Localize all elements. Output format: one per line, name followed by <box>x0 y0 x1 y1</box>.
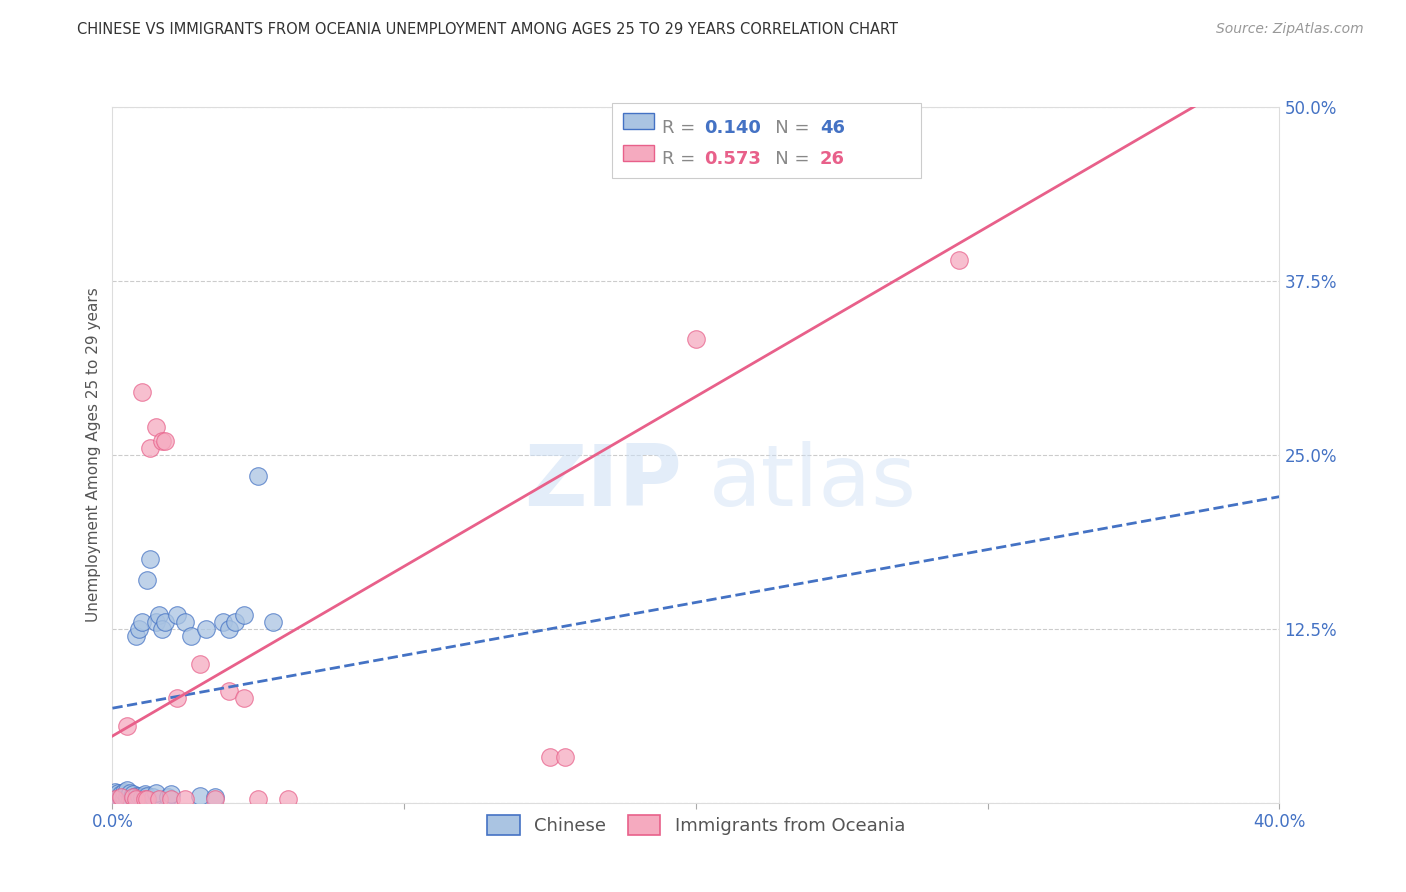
Point <box>204 791 226 805</box>
Point <box>160 788 183 802</box>
Point <box>122 788 145 802</box>
Point <box>204 790 226 805</box>
Point <box>115 783 138 797</box>
Point <box>107 790 129 805</box>
Point <box>134 789 156 803</box>
Point <box>136 791 159 805</box>
Point <box>131 615 153 629</box>
Point <box>538 750 561 764</box>
Point <box>174 791 197 805</box>
Text: 46: 46 <box>820 119 845 136</box>
Point <box>110 791 132 805</box>
Point <box>118 791 141 805</box>
Point <box>232 691 254 706</box>
Point <box>218 622 240 636</box>
Point <box>125 629 148 643</box>
Text: Source: ZipAtlas.com: Source: ZipAtlas.com <box>1216 22 1364 37</box>
Point <box>139 441 162 455</box>
Point <box>112 790 135 805</box>
Point <box>142 790 165 805</box>
Point <box>247 791 270 805</box>
Point <box>115 789 138 803</box>
Point <box>125 791 148 805</box>
Point <box>145 786 167 800</box>
Point <box>554 750 576 764</box>
Point <box>131 790 153 805</box>
Text: atlas: atlas <box>709 442 917 524</box>
Text: R =: R = <box>662 150 702 168</box>
Point <box>685 333 707 347</box>
Point <box>115 719 138 733</box>
Point <box>110 788 132 802</box>
Point <box>224 615 246 629</box>
Point <box>125 789 148 803</box>
Point <box>218 684 240 698</box>
Point <box>232 607 254 622</box>
Point <box>276 791 298 805</box>
Point <box>104 789 127 803</box>
Point <box>188 657 211 671</box>
Point <box>115 793 138 807</box>
Text: R =: R = <box>662 119 702 136</box>
Text: CHINESE VS IMMIGRANTS FROM OCEANIA UNEMPLOYMENT AMONG AGES 25 TO 29 YEARS CORREL: CHINESE VS IMMIGRANTS FROM OCEANIA UNEMP… <box>77 22 898 37</box>
Point <box>128 789 150 803</box>
Text: 26: 26 <box>820 150 845 168</box>
Point <box>166 691 188 706</box>
Point <box>174 615 197 629</box>
Point <box>118 786 141 800</box>
Point <box>160 791 183 805</box>
Point <box>104 791 127 805</box>
Text: ZIP: ZIP <box>524 442 682 524</box>
Point <box>131 385 153 400</box>
Text: 0.140: 0.140 <box>704 119 761 136</box>
Point <box>148 791 170 805</box>
Point <box>153 434 176 448</box>
Point <box>247 468 270 483</box>
Point <box>145 420 167 434</box>
Point <box>188 789 211 803</box>
Point <box>107 786 129 800</box>
Text: 0.573: 0.573 <box>704 150 761 168</box>
Point <box>150 622 173 636</box>
Y-axis label: Unemployment Among Ages 25 to 29 years: Unemployment Among Ages 25 to 29 years <box>86 287 101 623</box>
Point <box>156 790 179 805</box>
Point <box>150 434 173 448</box>
Text: N =: N = <box>758 119 815 136</box>
Point <box>136 573 159 587</box>
Point <box>134 788 156 802</box>
Point <box>110 790 132 805</box>
Point <box>145 615 167 629</box>
Point <box>166 607 188 622</box>
Point <box>948 253 970 268</box>
Point <box>136 789 159 803</box>
Text: N =: N = <box>758 150 815 168</box>
Point <box>194 622 217 636</box>
Point <box>112 785 135 799</box>
Legend: Chinese, Immigrants from Oceania: Chinese, Immigrants from Oceania <box>479 808 912 842</box>
Point <box>180 629 202 643</box>
Point <box>104 785 127 799</box>
Point <box>139 552 162 566</box>
Point <box>122 790 145 805</box>
Point <box>153 615 176 629</box>
Point <box>122 790 145 805</box>
Point <box>262 615 284 629</box>
Point <box>212 615 235 629</box>
Point <box>134 791 156 805</box>
Point <box>148 607 170 622</box>
Point <box>128 622 150 636</box>
